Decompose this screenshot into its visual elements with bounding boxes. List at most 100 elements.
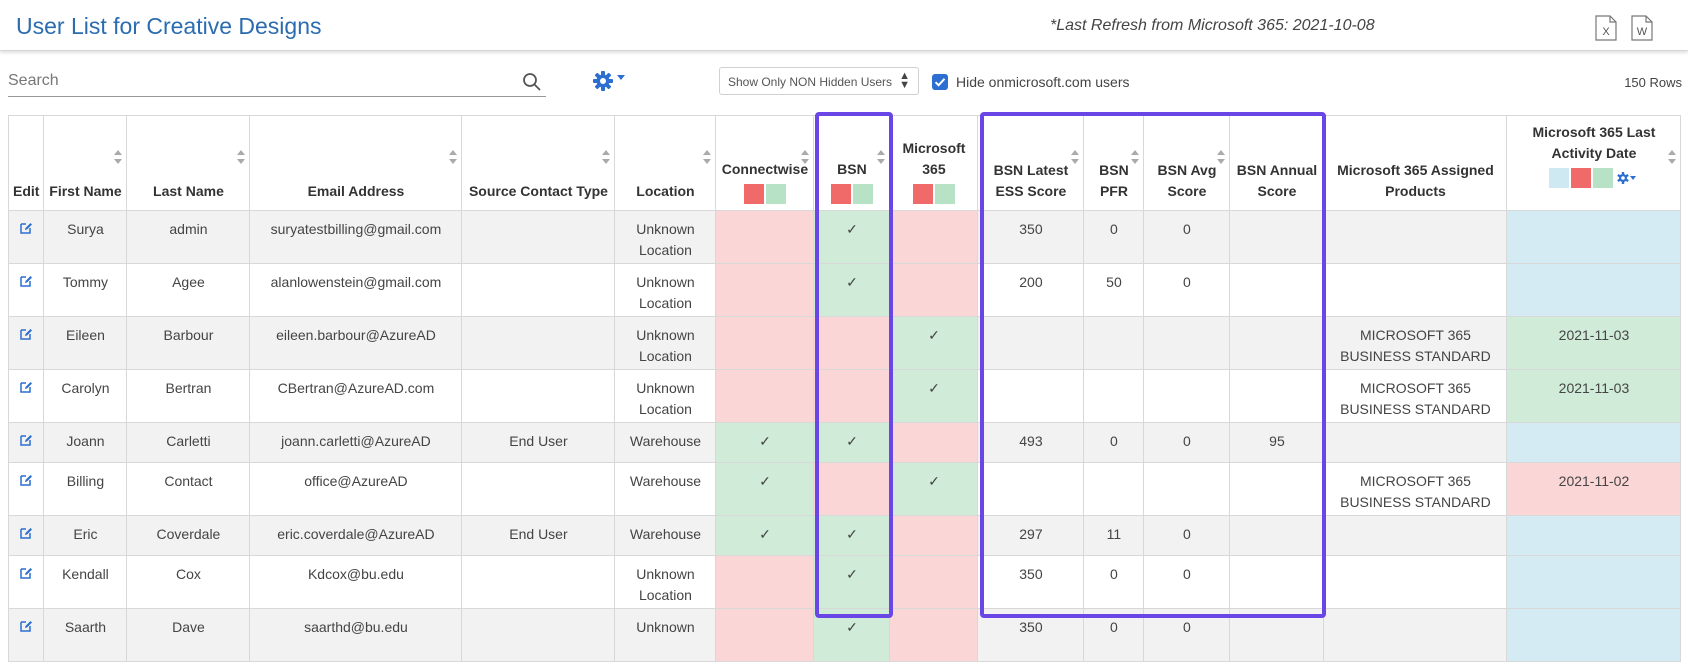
export-word-icon[interactable]: W: [1631, 15, 1653, 41]
first-name-cell: Joann: [43, 422, 128, 463]
bsn-pfr-cell: [1083, 316, 1145, 370]
bsn-avg-cell: 0: [1143, 422, 1231, 463]
export-excel-icon[interactable]: X: [1595, 15, 1617, 41]
bsn-color-filter[interactable]: [818, 184, 885, 204]
green-filter-swatch[interactable]: [1592, 168, 1613, 188]
edit-icon[interactable]: [19, 473, 33, 487]
column-settings-gear-icon[interactable]: [1615, 168, 1639, 188]
email-cell: joann.carletti@AzureAD: [249, 422, 463, 463]
m365-status-cell: ✓: [889, 316, 979, 370]
bsn-avg-cell: 0: [1143, 608, 1231, 662]
bsn-annual-cell: [1229, 263, 1325, 317]
export-excel-letter: X: [1602, 26, 1610, 38]
settings-gear-icon[interactable]: [592, 70, 632, 92]
sort-icon[interactable]: [703, 150, 712, 164]
hide-onmicrosoft-checkbox[interactable]: [932, 74, 948, 90]
sort-icon[interactable]: [1217, 150, 1226, 164]
col-header-source-contact-type[interactable]: Source Contact Type: [461, 115, 616, 211]
bsn-latest-ess-cell: 200: [977, 263, 1085, 317]
bsn-annual-cell: 95: [1229, 422, 1325, 463]
m365-last-activity-cell: [1506, 608, 1682, 662]
red-filter-swatch[interactable]: [743, 184, 764, 204]
green-filter-swatch[interactable]: [934, 184, 955, 204]
user-visibility-value: Show Only NON Hidden Users: [728, 75, 893, 89]
table-row: Kendall Cox Kdcox@bu.edu Unknown Location ✓ 3…: [7, 555, 1682, 609]
edit-cell: [7, 515, 45, 556]
col-header-m365-last-activity[interactable]: Microsoft 365 Last Activity Date: [1506, 115, 1682, 211]
source-contact-type-cell: [461, 263, 616, 317]
sort-icon[interactable]: [1131, 150, 1140, 164]
connectwise-color-filter[interactable]: [720, 184, 809, 204]
col-header-location[interactable]: Location: [614, 115, 717, 211]
email-cell: Kdcox@bu.edu: [249, 555, 463, 609]
edit-icon[interactable]: [19, 526, 33, 540]
col-header-bsn-avg[interactable]: BSN Avg Score: [1143, 115, 1231, 211]
edit-icon[interactable]: [19, 566, 33, 580]
location-cell: Unknown Location: [614, 369, 717, 423]
sort-icon[interactable]: [1071, 150, 1080, 164]
m365-last-activity-cell: [1506, 515, 1682, 556]
user-visibility-select[interactable]: Show Only NON Hidden Users ▲ ▼: [719, 67, 919, 95]
col-header-connectwise[interactable]: Connectwise: [715, 115, 815, 211]
edit-icon[interactable]: [19, 221, 33, 235]
hide-onmicrosoft-label: Hide onmicrosoft.com users: [956, 74, 1130, 90]
sort-icon[interactable]: [449, 150, 458, 164]
bsn-annual-cell: [1229, 515, 1325, 556]
bsn-pfr-cell: [1083, 462, 1145, 516]
edit-icon[interactable]: [19, 380, 33, 394]
page-title: User List for Creative Designs: [16, 13, 322, 39]
sort-icon[interactable]: [1668, 150, 1677, 164]
red-filter-swatch[interactable]: [830, 184, 851, 204]
sort-icon[interactable]: [602, 150, 611, 164]
edit-icon[interactable]: [19, 433, 33, 447]
source-contact-type-cell: [461, 555, 616, 609]
col-header-bsn[interactable]: BSN: [813, 115, 891, 211]
last-refresh-note: *Last Refresh from Microsoft 365: 2021-1…: [1050, 17, 1375, 34]
green-filter-swatch[interactable]: [852, 184, 873, 204]
activity-color-filter[interactable]: [1511, 168, 1676, 188]
sort-icon[interactable]: [237, 150, 246, 164]
toolbar: Show Only NON Hidden Users ▲▼ Hide onmic…: [0, 60, 1688, 100]
edit-icon[interactable]: [19, 619, 33, 633]
col-header-microsoft-365[interactable]: Microsoft 365: [889, 115, 979, 211]
location-cell: Unknown Location: [614, 555, 717, 609]
blue-filter-swatch[interactable]: [1548, 168, 1569, 188]
connectwise-status-cell: [715, 316, 815, 370]
green-filter-swatch[interactable]: [765, 184, 786, 204]
connectwise-status-cell: [715, 369, 815, 423]
last-name-cell: Carletti: [126, 422, 251, 463]
bsn-avg-cell: 0: [1143, 210, 1231, 264]
edit-cell: [7, 210, 45, 264]
sort-icon[interactable]: [877, 150, 886, 164]
sort-icon[interactable]: [114, 150, 123, 164]
col-header-m365-products[interactable]: Microsoft 365 Assigned Products: [1323, 115, 1508, 211]
col-header-bsn-pfr[interactable]: BSN PFR: [1083, 115, 1145, 211]
location-cell: Unknown Location: [614, 210, 717, 264]
search-icon[interactable]: [522, 72, 542, 92]
m365-last-activity-cell: 2021-11-02: [1506, 462, 1682, 516]
sort-icon[interactable]: [801, 150, 810, 164]
search-box: [8, 68, 546, 97]
col-header-bsn-annual[interactable]: BSN Annual Score: [1229, 115, 1325, 211]
m365-products-cell: MICROSOFT 365 BUSINESS STANDARD: [1323, 369, 1508, 423]
col-header-last-name[interactable]: Last Name: [126, 115, 251, 211]
m365-color-filter[interactable]: [894, 184, 973, 204]
red-filter-swatch[interactable]: [1570, 168, 1591, 188]
email-cell: alanlowenstein@gmail.com: [249, 263, 463, 317]
m365-last-activity-cell: [1506, 263, 1682, 317]
edit-icon[interactable]: [19, 274, 33, 288]
connectwise-status-cell: [715, 263, 815, 317]
table-row: Saarth Dave saarthd@bu.edu Unknown ✓ 350 0 0: [7, 608, 1682, 662]
col-header-first-name[interactable]: First Name: [43, 115, 128, 211]
location-cell: Unknown Location: [614, 263, 717, 317]
export-word-letter: W: [1637, 26, 1648, 38]
search-input[interactable]: [8, 68, 508, 94]
red-filter-swatch[interactable]: [912, 184, 933, 204]
col-header-bsn-latest-ess[interactable]: BSN Latest ESS Score: [977, 115, 1085, 211]
bsn-status-cell: [813, 462, 891, 516]
edit-icon[interactable]: [19, 327, 33, 341]
col-header-email[interactable]: Email Address: [249, 115, 463, 211]
row-count: 150 Rows: [1624, 75, 1682, 90]
bsn-latest-ess-cell: 493: [977, 422, 1085, 463]
bsn-status-cell: ✓: [813, 263, 891, 317]
